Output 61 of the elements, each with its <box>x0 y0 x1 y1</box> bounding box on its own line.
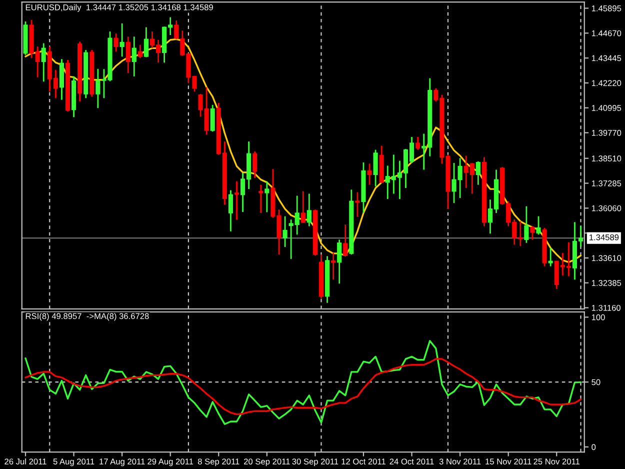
x-tick-label: 3 Nov 2011 <box>439 458 481 464</box>
ref-line-label: 1.34589 <box>590 234 619 240</box>
x-tick-label: 26 Jul 2011 <box>4 458 46 464</box>
candlestick <box>59 58 64 100</box>
y-tick-label: 1.32385 <box>592 280 622 286</box>
y-tick-label: 1.44670 <box>592 30 622 36</box>
x-tick-label: 30 Sep 2011 <box>292 458 338 466</box>
y-tick-label: 100 <box>592 314 605 320</box>
y-tick-label: 0 <box>592 444 596 450</box>
candlestick <box>120 22 124 58</box>
x-tick-label: 24 Oct 2011 <box>390 458 434 464</box>
candlestick <box>228 190 233 232</box>
x-tick-label: 25 Nov 2011 <box>534 458 580 464</box>
y-tick-label: 1.31160 <box>592 304 620 311</box>
candlestick <box>210 104 215 132</box>
candlestick <box>524 206 529 244</box>
candlestick <box>536 216 541 236</box>
candlestick <box>264 180 270 213</box>
candlestick <box>416 136 420 150</box>
candlestick <box>355 192 360 218</box>
candlestick <box>138 44 142 59</box>
candlestick <box>331 252 336 280</box>
y-tick-label: 1.40995 <box>592 105 622 111</box>
y-tick-label: 50 <box>592 379 600 386</box>
candlestick <box>306 193 312 227</box>
y-tick-label: 1.45895 <box>592 5 622 12</box>
candlestick <box>367 162 372 186</box>
candlestick <box>252 150 258 179</box>
candlestick <box>41 42 46 82</box>
candlestick <box>337 238 342 284</box>
x-tick-label: 12 Oct 2011 <box>342 458 386 464</box>
candlestick <box>258 184 264 214</box>
x-tick-label: 20 Sep 2011 <box>244 458 290 466</box>
y-tick-label: 1.36060 <box>592 205 622 212</box>
y-tick-label: 1.38510 <box>592 156 622 162</box>
y-tick-label: 1.43445 <box>592 55 622 62</box>
candlestick <box>300 190 306 224</box>
candlestick <box>282 216 288 248</box>
candlestick <box>132 36 136 78</box>
candlestick <box>126 36 130 74</box>
x-tick-label: 5 Aug 2011 <box>53 458 94 466</box>
line-series <box>24 340 582 425</box>
candlestick <box>343 224 348 257</box>
candlestick <box>373 149 378 188</box>
chart-title: EURUSD,Daily 1.34447 1.35205 1.34168 1.34589 <box>26 4 213 12</box>
y-tick-label: 1.42220 <box>592 80 622 86</box>
x-tick-label: 29 Aug 2011 <box>148 458 194 466</box>
candlestick <box>114 32 118 52</box>
y-tick-label: 1.37285 <box>592 180 622 186</box>
chart-title: RSI(8) 49.8957 ->MA(8) 36.6728 <box>26 312 149 321</box>
line-series <box>24 358 582 416</box>
y-tick-label: 1.39770 <box>592 130 622 136</box>
y-tick-label: 1.33610 <box>592 255 622 262</box>
candlestick <box>174 20 179 40</box>
candlestick <box>476 160 480 186</box>
x-tick-label: 15 Nov 2011 <box>486 458 532 464</box>
candlestick <box>234 180 240 220</box>
candlestick <box>144 26 148 58</box>
candlestick <box>530 226 535 240</box>
x-tick-label: 17 Aug 2011 <box>100 458 145 466</box>
x-tick-label: 8 Sep 2011 <box>198 458 240 466</box>
